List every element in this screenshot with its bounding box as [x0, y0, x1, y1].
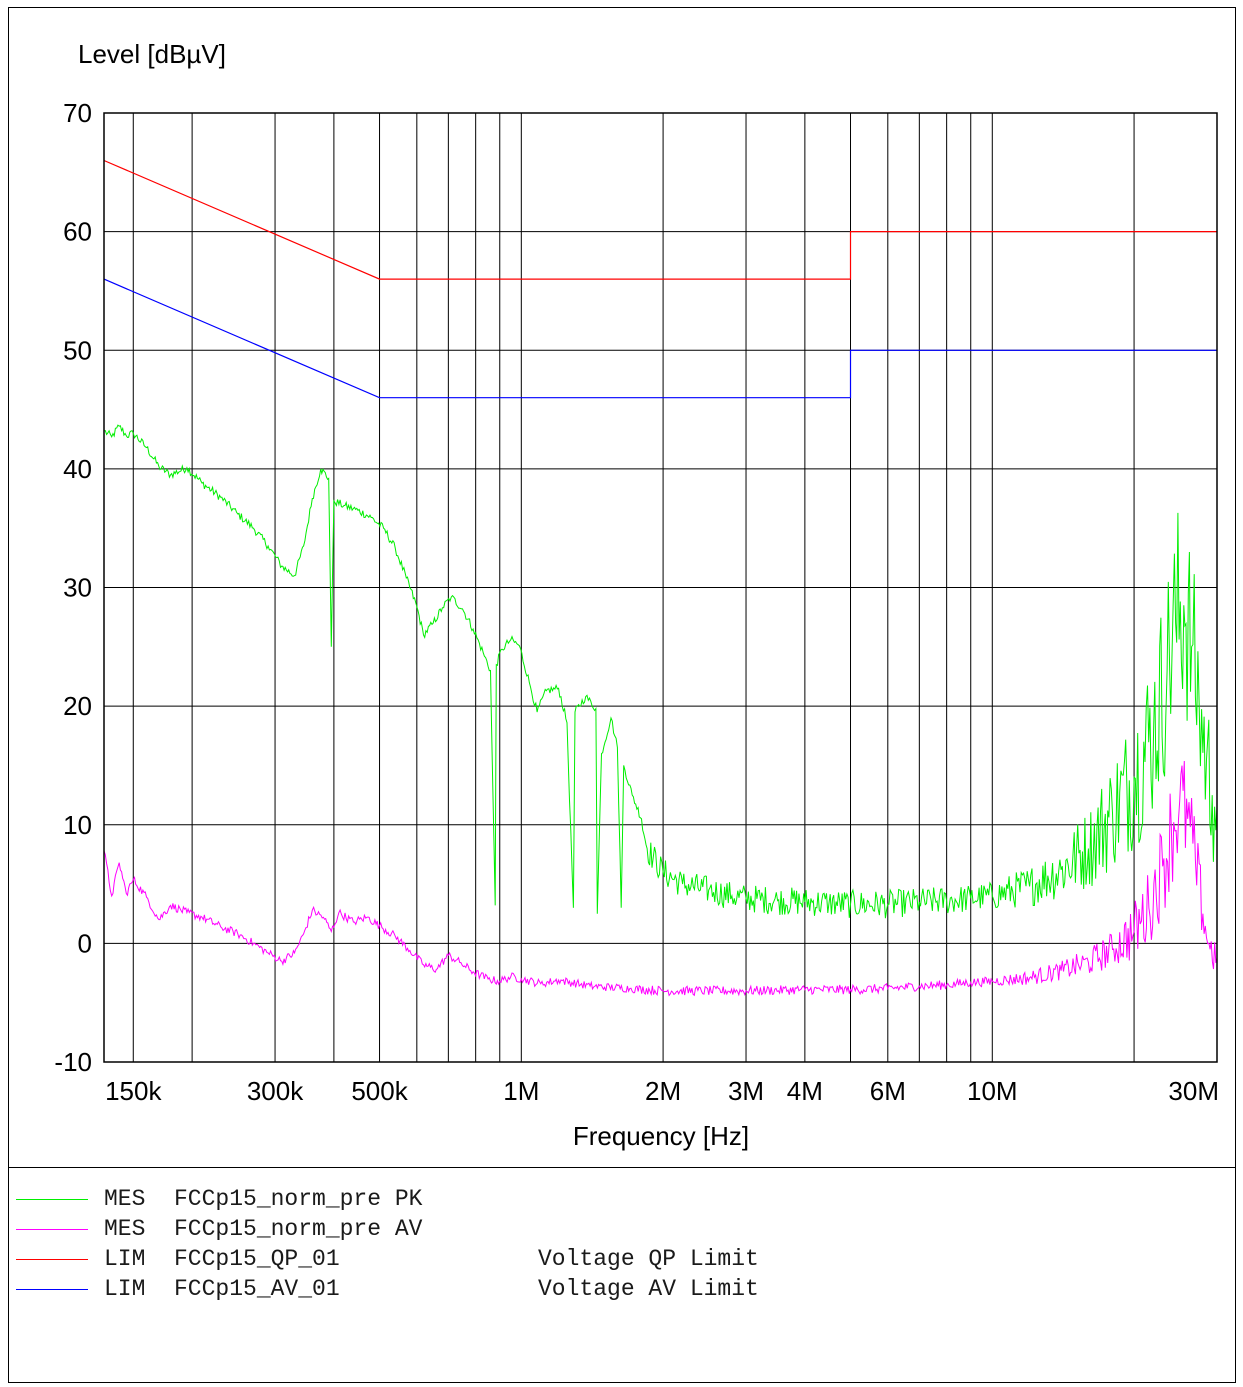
- x-tick-label: 1M: [503, 1076, 539, 1106]
- legend-description: Voltage QP Limit: [538, 1246, 759, 1272]
- legend-swatch: [16, 1229, 88, 1230]
- plot-border: [103, 112, 1218, 1063]
- emission-chart: Level [dBµV] -10 0 10 20 30 40 50 60 70 150k 300k…: [54, 39, 1219, 1151]
- legend-swatch: [16, 1199, 88, 1200]
- legend-trace-name: FCCp15_QP_01: [174, 1246, 340, 1272]
- y-tick-labels: -10 0 10 20 30 40 50 60 70: [54, 98, 92, 1077]
- legend-kind: MES: [104, 1216, 146, 1242]
- x-tick-label: 6M: [870, 1076, 906, 1106]
- legend-kind: LIM: [104, 1246, 146, 1272]
- legend-swatch: [16, 1289, 88, 1290]
- y-tick-label: 20: [63, 691, 92, 721]
- legend-row: MES FCCp15_norm_pre PK: [16, 1186, 916, 1216]
- y-tick-label: 10: [63, 810, 92, 840]
- report-frame: [8, 7, 1236, 1383]
- legend-kind: LIM: [104, 1276, 146, 1302]
- y-tick-label: 40: [63, 454, 92, 484]
- y-axis-label: Level [dBµV]: [78, 39, 226, 69]
- x-tick-label: 150k: [105, 1076, 162, 1106]
- limit-line: [103, 278, 1217, 399]
- legend-trace-name: FCCp15_AV_01: [174, 1276, 340, 1302]
- chart-traces: [103, 159, 1218, 997]
- x-tick-label: 2M: [645, 1076, 681, 1106]
- legend: MES FCCp15_norm_pre PK MES FCCp15_norm_pre …: [16, 1186, 916, 1306]
- y-tick-label: 50: [63, 335, 92, 365]
- x-tick-label: 500k: [351, 1076, 408, 1106]
- y-tick-label: 60: [63, 217, 92, 247]
- x-tick-label: 4M: [787, 1076, 823, 1106]
- y-tick-label: 30: [63, 573, 92, 603]
- y-tick-label: 70: [63, 98, 92, 128]
- legend-row: MES FCCp15_norm_pre AV: [16, 1216, 916, 1246]
- x-tick-label: 300k: [247, 1076, 304, 1106]
- chart-grid: [104, 112, 1218, 1063]
- legend-trace-name: FCCp15_norm_pre AV: [174, 1216, 423, 1242]
- legend-description: Voltage AV Limit: [538, 1276, 759, 1302]
- legend-swatch: [16, 1259, 88, 1260]
- legend-row: LIM FCCp15_QP_01 Voltage QP Limit: [16, 1246, 916, 1276]
- measurement-trace: [103, 760, 1218, 997]
- y-tick-label: -10: [54, 1047, 92, 1077]
- legend-row: LIM FCCp15_AV_01 Voltage AV Limit: [16, 1276, 916, 1306]
- x-tick-label: 30M: [1168, 1076, 1219, 1106]
- x-tick-label: 10M: [967, 1076, 1018, 1106]
- x-tick-label: 3M: [728, 1076, 764, 1106]
- legend-divider: [8, 1167, 1236, 1168]
- legend-kind: MES: [104, 1186, 146, 1212]
- x-tick-labels: 150k 300k 500k 1M 2M 3M 4M 6M 10M 30M: [105, 1076, 1219, 1106]
- legend-trace-name: FCCp15_norm_pre PK: [174, 1186, 423, 1212]
- limit-line: [103, 159, 1217, 280]
- y-tick-label: 0: [78, 928, 92, 958]
- measurement-trace: [103, 424, 1218, 919]
- x-axis-label: Frequency [Hz]: [573, 1121, 749, 1151]
